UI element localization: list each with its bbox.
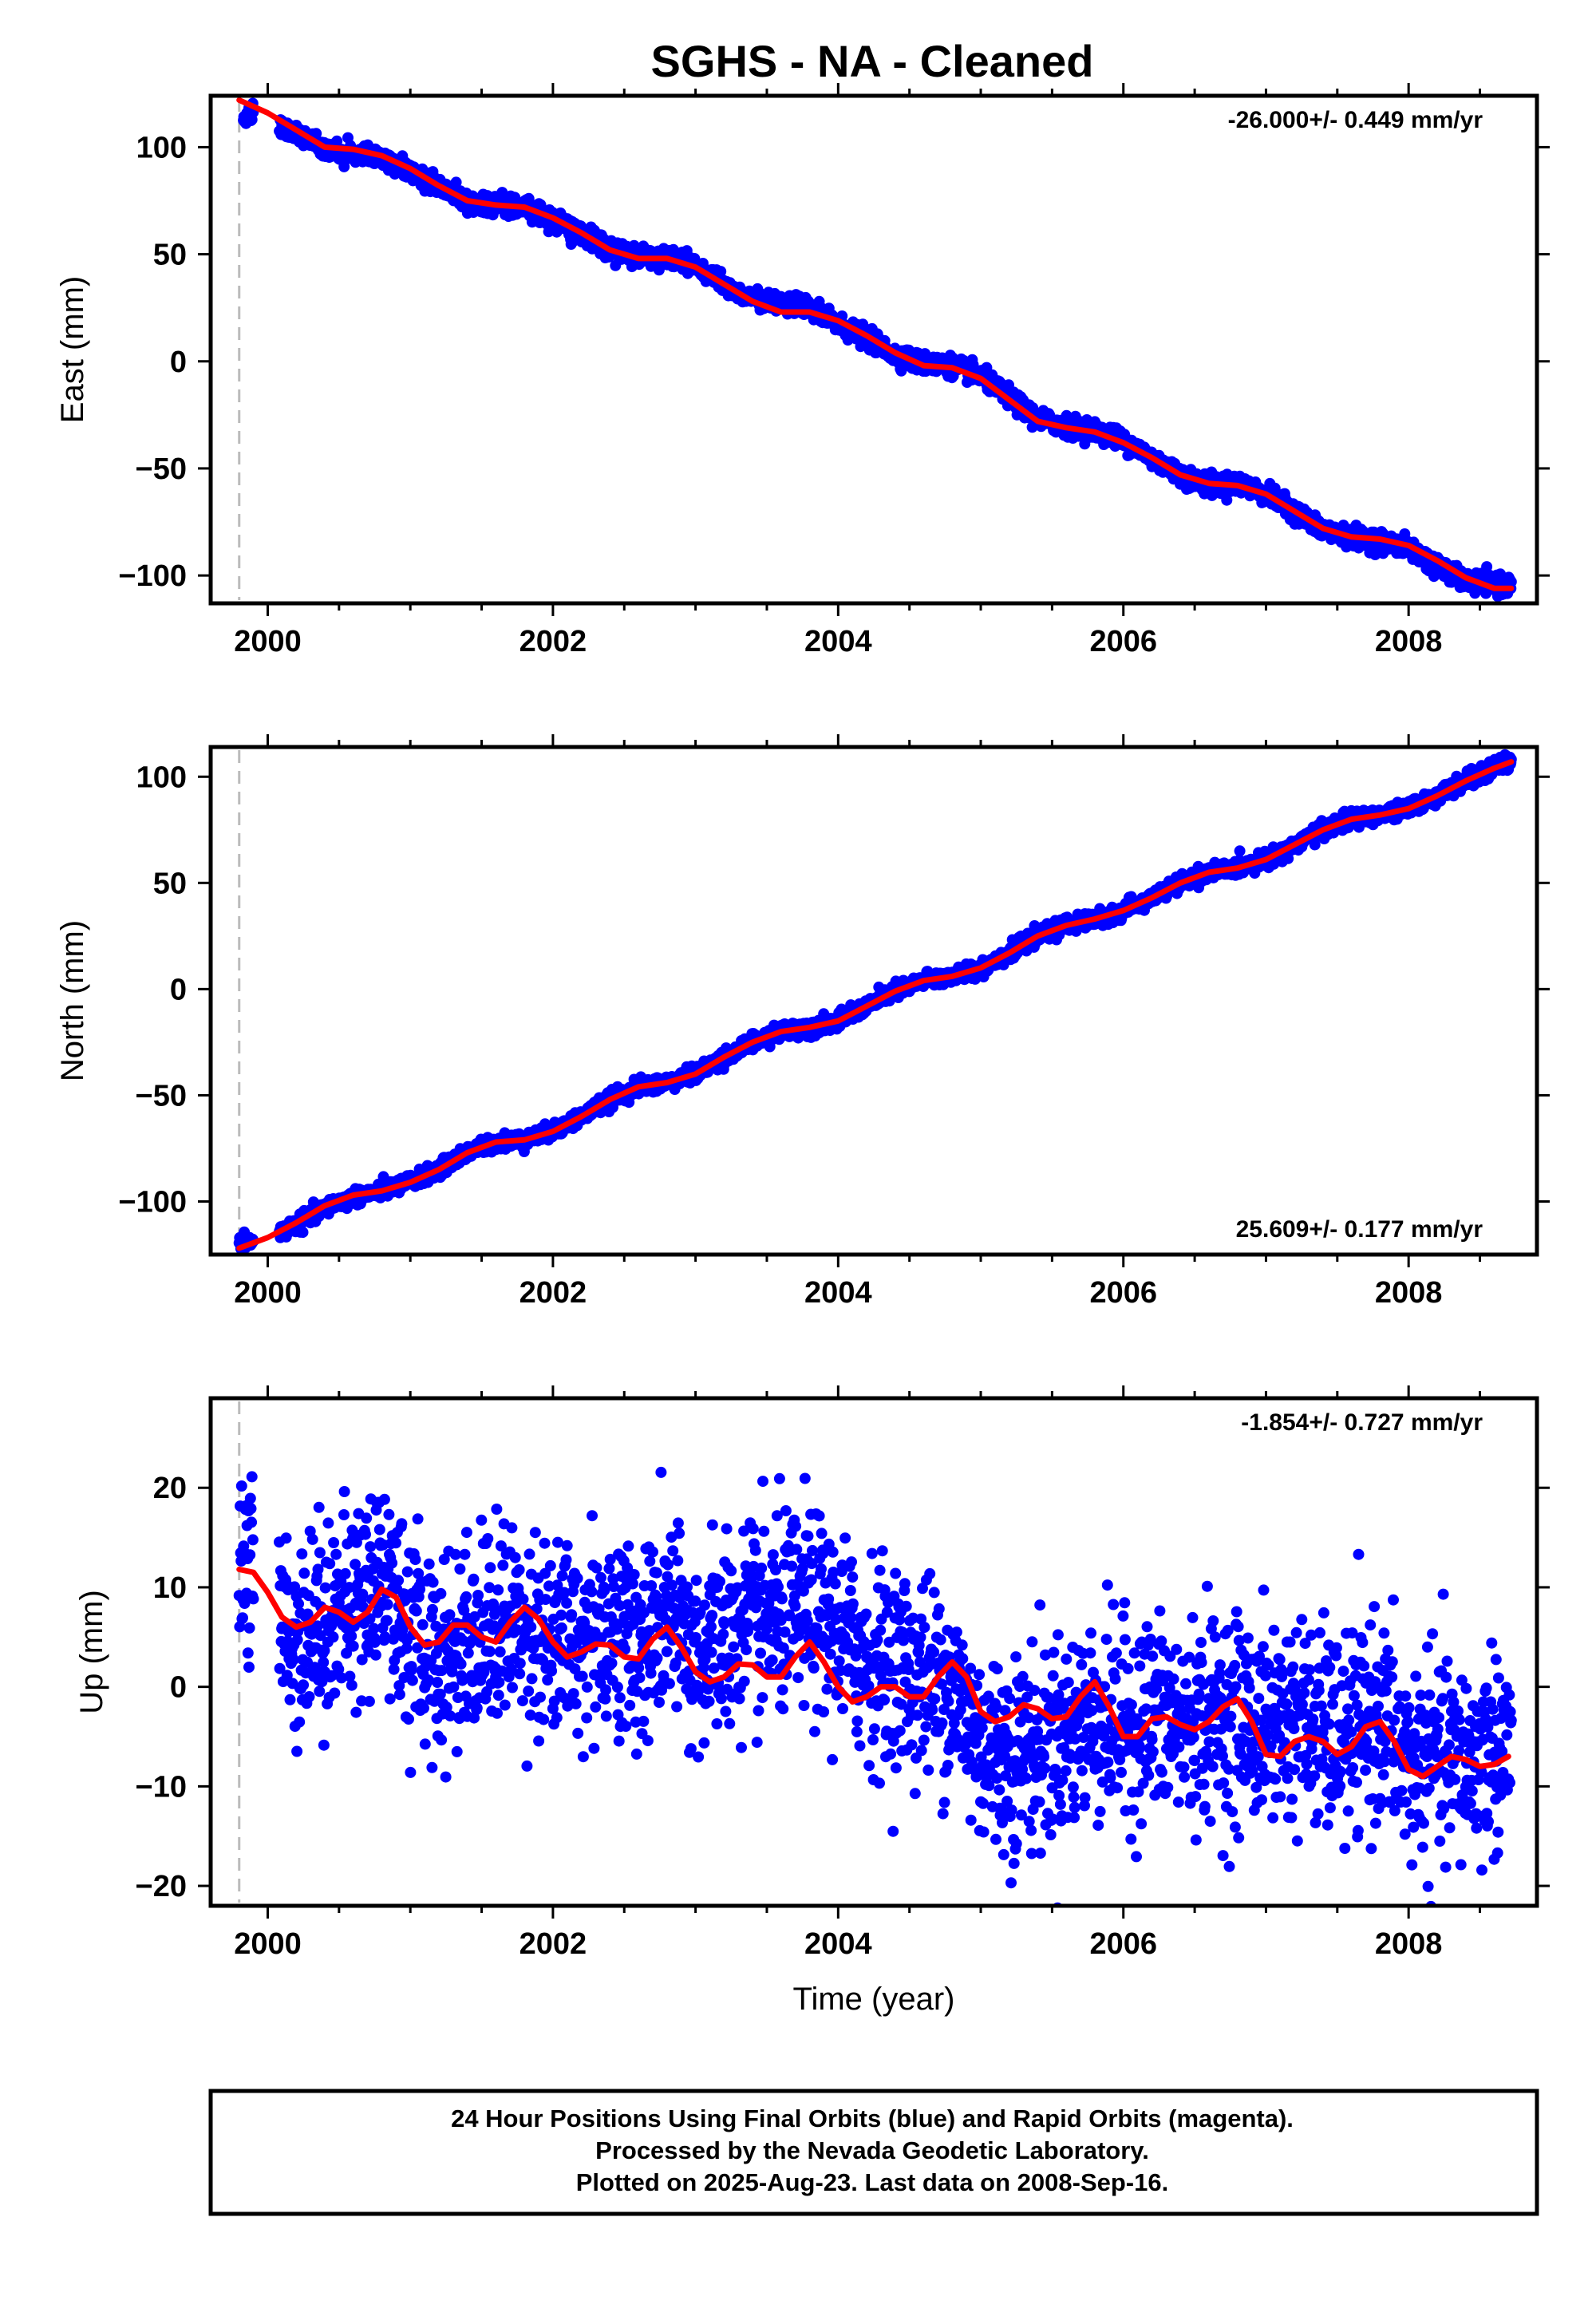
data-point	[450, 176, 462, 188]
velocity-rate-label: -26.000+/- 0.449 mm/yr	[1228, 107, 1483, 133]
x-tick-label: 2000	[234, 625, 302, 658]
data-point	[1505, 576, 1517, 587]
y-tick-label: −100	[118, 559, 187, 593]
x-tick-label: 2004	[804, 625, 872, 658]
model-fit-line	[236, 97, 1515, 591]
data-point	[496, 187, 508, 199]
x-tick-label: 2008	[1375, 625, 1443, 658]
y-axis-label: East (mm)	[55, 276, 90, 423]
plot-frame	[208, 93, 1539, 606]
data-point	[1221, 494, 1233, 506]
x-tick-label: 2002	[519, 625, 587, 658]
figure-title: SGHS - NA - Cleaned	[651, 36, 1094, 86]
x-tick-label: 2006	[1089, 625, 1157, 658]
y-tick-label: 100	[136, 131, 187, 164]
y-tick-label: 50	[153, 239, 187, 272]
y-tick-label: 0	[170, 346, 187, 379]
y-tick-label: −50	[136, 453, 187, 486]
east-panel: 2000 2002 2004 2006 2008 −100 −50 0 50 100 East (m…	[55, 83, 1550, 658]
data-point	[297, 1227, 309, 1239]
